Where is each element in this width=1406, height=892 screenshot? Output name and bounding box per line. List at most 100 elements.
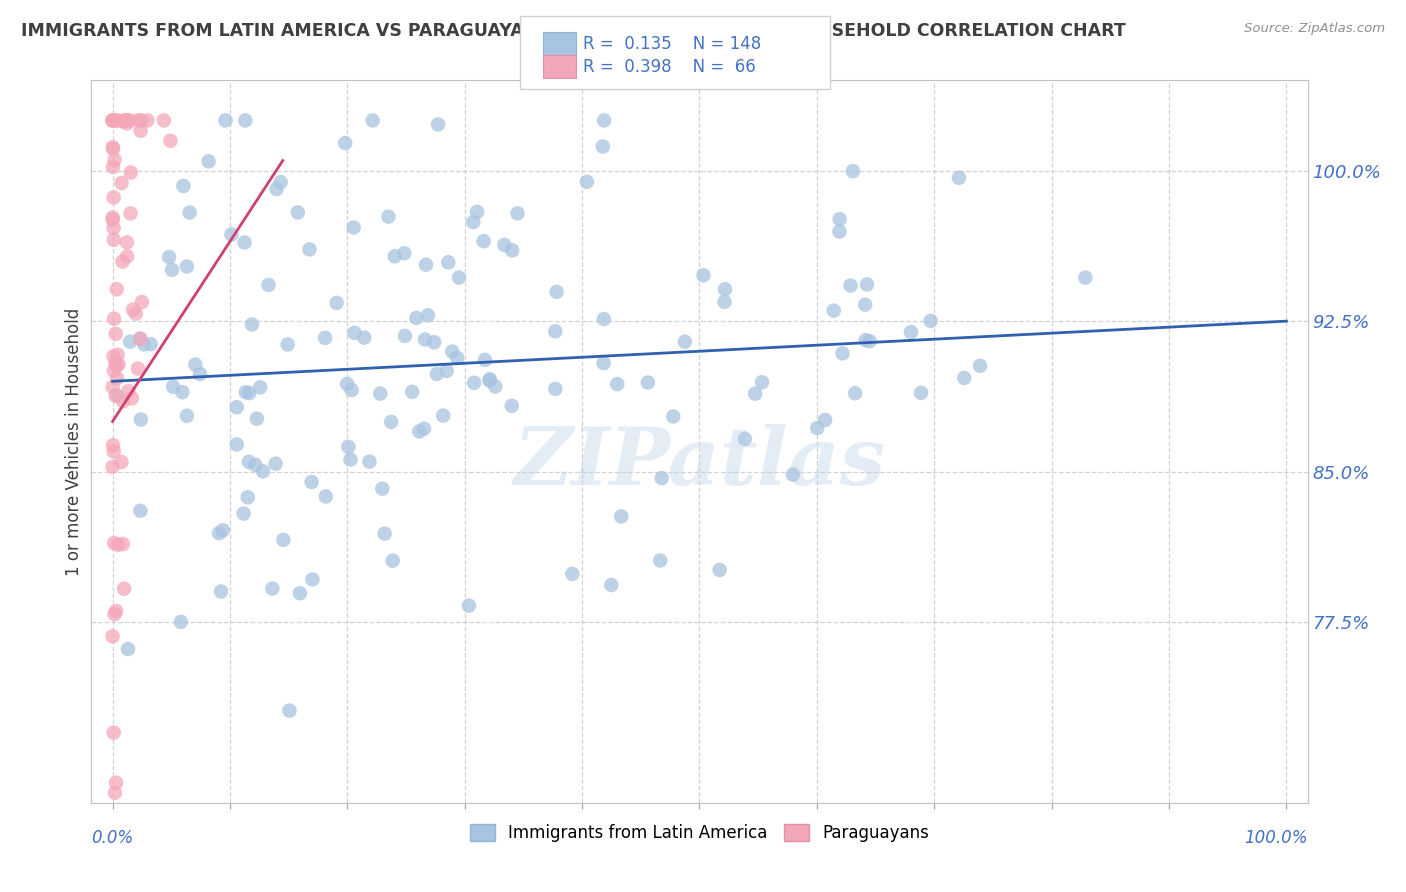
Point — [381, 554, 404, 568]
Point — [127, 113, 149, 128]
Point — [236, 491, 259, 505]
Point — [208, 526, 231, 541]
Point — [343, 220, 366, 235]
Point — [371, 482, 394, 496]
Point — [1074, 270, 1097, 285]
Point — [853, 298, 876, 312]
Point — [101, 212, 124, 227]
Point — [101, 140, 124, 154]
Point — [112, 582, 135, 596]
Point — [900, 325, 922, 339]
Point — [105, 113, 128, 128]
Point — [266, 182, 288, 196]
Point — [233, 113, 256, 128]
Point — [249, 380, 271, 394]
Point — [121, 392, 143, 406]
Point — [478, 372, 501, 386]
Point — [134, 337, 156, 351]
Point — [277, 337, 299, 351]
Point — [953, 371, 976, 385]
Point — [436, 364, 458, 378]
Point — [314, 331, 336, 345]
Point — [214, 113, 236, 128]
Point — [335, 136, 357, 150]
Point — [105, 113, 128, 128]
Point — [288, 586, 311, 600]
Point — [103, 607, 125, 622]
Point — [506, 206, 529, 220]
Point — [380, 415, 402, 429]
Point — [610, 509, 633, 524]
Text: IMMIGRANTS FROM LATIN AMERICA VS PARAGUAYAN 1 OR MORE VEHICLES IN HOUSEHOLD CORR: IMMIGRANTS FROM LATIN AMERICA VS PARAGUA… — [21, 22, 1126, 40]
Point — [129, 332, 152, 346]
Point — [709, 563, 731, 577]
Point — [221, 227, 243, 242]
Point — [162, 380, 184, 394]
Point — [315, 490, 337, 504]
Point — [103, 350, 125, 364]
Point — [103, 536, 125, 550]
Point — [101, 142, 124, 156]
Point — [131, 113, 153, 128]
Point — [115, 235, 138, 250]
Point — [209, 584, 232, 599]
Point — [394, 246, 416, 260]
Point — [441, 344, 464, 359]
Point — [839, 278, 862, 293]
Point — [127, 361, 149, 376]
Text: R =  0.398    N =  66: R = 0.398 N = 66 — [583, 58, 756, 76]
Point — [122, 302, 145, 317]
Point — [238, 455, 260, 469]
Point — [910, 385, 932, 400]
Point — [339, 452, 361, 467]
Point — [575, 175, 598, 189]
Point — [606, 377, 628, 392]
Point — [136, 113, 159, 128]
Point — [139, 337, 162, 351]
Point — [101, 629, 124, 643]
Point — [105, 371, 128, 385]
Point — [359, 455, 381, 469]
Point — [111, 537, 134, 551]
Point — [287, 205, 309, 219]
Point — [129, 332, 152, 346]
Point — [561, 566, 583, 581]
Point — [101, 380, 124, 394]
Point — [501, 399, 523, 413]
Text: 0.0%: 0.0% — [91, 829, 134, 847]
Point — [233, 235, 256, 250]
Point — [103, 725, 125, 739]
Point — [117, 113, 139, 128]
Point — [245, 458, 267, 472]
Point — [172, 385, 194, 400]
Point — [465, 205, 488, 219]
Point — [650, 553, 672, 567]
Point — [920, 314, 942, 328]
Point — [197, 154, 219, 169]
Point — [592, 356, 614, 370]
Point — [117, 642, 139, 657]
Point — [159, 134, 181, 148]
Point — [129, 412, 152, 426]
Point — [384, 249, 406, 263]
Point — [437, 255, 460, 269]
Point — [463, 376, 485, 390]
Point — [101, 113, 124, 128]
Point — [336, 376, 359, 391]
Point — [238, 386, 260, 401]
Point — [264, 457, 287, 471]
Point — [257, 277, 280, 292]
Point — [278, 704, 301, 718]
Point — [107, 538, 129, 552]
Point — [105, 604, 128, 618]
Point — [423, 335, 446, 350]
Point — [463, 215, 485, 229]
Point — [651, 471, 673, 485]
Point — [859, 334, 882, 348]
Point — [751, 375, 773, 389]
Point — [856, 277, 879, 292]
Point — [157, 250, 180, 264]
Point — [446, 351, 468, 365]
Point — [101, 459, 124, 474]
Point — [662, 409, 685, 424]
